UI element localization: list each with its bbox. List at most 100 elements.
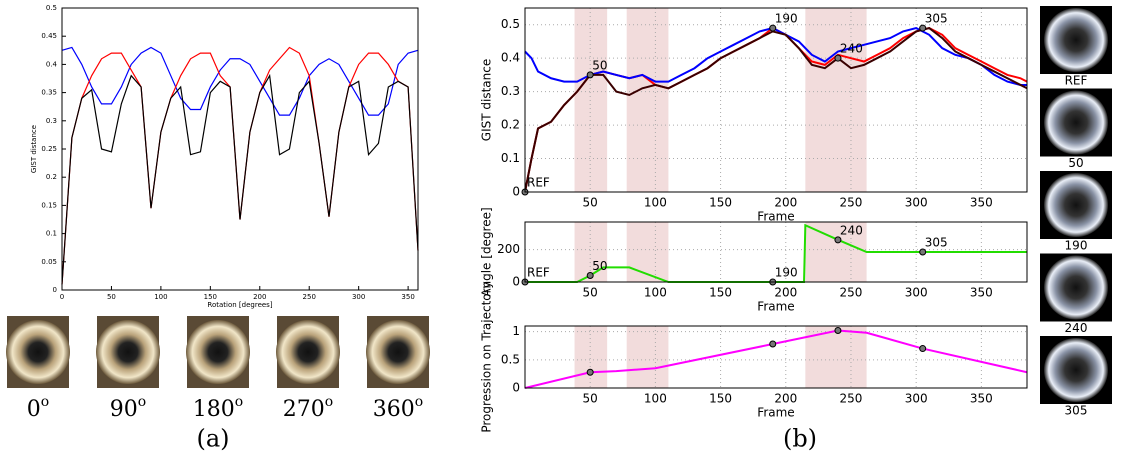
y-tick-label: 0 xyxy=(53,286,57,294)
annotation: 190 xyxy=(775,266,798,280)
x-tick-label: 250 xyxy=(840,196,863,210)
rotation-value: 0 xyxy=(27,397,41,422)
y-tick-label: 0.2 xyxy=(46,173,57,181)
y-tick-label: 0.35 xyxy=(41,89,57,97)
plot-frame xyxy=(61,7,419,291)
plot-area xyxy=(525,326,1027,388)
y-tick-label: 0.5 xyxy=(501,352,520,366)
x-tick-label: 200 xyxy=(774,392,797,406)
frame-label: 240 xyxy=(1065,321,1088,335)
annotation: 240 xyxy=(840,223,863,237)
marker xyxy=(769,340,777,348)
fisheye-image xyxy=(1044,90,1108,155)
x-tick-label: 50 xyxy=(107,293,116,301)
x-axis-label: Frame xyxy=(757,406,794,420)
marker xyxy=(586,368,594,376)
marker xyxy=(919,345,927,353)
plot-frame xyxy=(524,221,1028,283)
y-tick-label: 1 xyxy=(512,324,520,338)
x-tick-label: 150 xyxy=(709,196,732,210)
x-tick-label: 150 xyxy=(709,392,732,406)
y-tick-label: 0.1 xyxy=(501,151,520,165)
x-tick-label: 50 xyxy=(583,392,598,406)
y-tick-label: 0.5 xyxy=(46,4,57,12)
marker xyxy=(769,24,777,32)
x-axis-label: Frame xyxy=(757,210,794,224)
x-tick-label: 300 xyxy=(905,196,928,210)
x-axis-label: Frame xyxy=(757,300,794,314)
rotation-unit: o xyxy=(325,394,333,410)
x-tick-label: 100 xyxy=(644,392,667,406)
x-tick-label: 250 xyxy=(840,392,863,406)
x-axis-label: Rotation [degrees] xyxy=(207,301,272,309)
fisheye-image xyxy=(96,320,160,384)
rotation-unit: o xyxy=(41,394,49,410)
rotation-unit: o xyxy=(138,394,146,410)
y-tick-label: 0 xyxy=(512,185,520,199)
rotation-label: 180o xyxy=(193,394,243,422)
x-tick-label: 300 xyxy=(905,286,928,300)
y-tick-label: 0.1 xyxy=(46,230,57,238)
frame-label: 190 xyxy=(1065,239,1088,253)
plot-frame xyxy=(524,7,1028,193)
x-tick-label: 100 xyxy=(154,293,167,301)
x-tick-label: 350 xyxy=(970,196,993,210)
x-tick-label: 300 xyxy=(352,293,365,301)
y-tick-label: 0.15 xyxy=(41,201,57,209)
x-tick-label: 350 xyxy=(970,392,993,406)
rotation-value: 180 xyxy=(193,397,235,422)
rotation-unit: o xyxy=(235,394,243,410)
y-tick-label: 0.4 xyxy=(46,60,58,68)
marker xyxy=(586,71,594,79)
x-tick-label: 250 xyxy=(303,293,316,301)
rotation-label: 360o xyxy=(373,394,423,422)
series-line xyxy=(61,46,419,116)
x-tick-label: 250 xyxy=(840,286,863,300)
marker xyxy=(834,54,842,62)
marker xyxy=(834,236,842,244)
annotation: 305 xyxy=(925,236,948,250)
shaded-range xyxy=(805,222,867,282)
x-tick-label: 350 xyxy=(970,286,993,300)
y-tick-label: 0 xyxy=(512,381,520,395)
shaded-range xyxy=(626,222,669,282)
y-axis-label: Progression on Trajectory xyxy=(480,281,494,432)
shaded-range xyxy=(805,326,867,388)
frame-label: REF xyxy=(1065,74,1088,88)
fisheye-image xyxy=(276,320,340,384)
panel-label: (b) xyxy=(783,425,817,453)
x-tick-label: 200 xyxy=(774,286,797,300)
annotation: 50 xyxy=(592,259,607,273)
rotation-label: 0o xyxy=(27,394,49,422)
x-tick-label: 150 xyxy=(204,293,217,301)
fisheye-image xyxy=(1044,173,1108,237)
y-tick-label: 0.2 xyxy=(501,118,520,132)
fisheye-image xyxy=(1044,255,1108,320)
annotation: 240 xyxy=(840,42,863,56)
panel-label: (a) xyxy=(196,425,229,453)
y-tick-label: 0 xyxy=(512,275,520,289)
rotation-label: 90o xyxy=(110,394,146,422)
x-tick-label: 0 xyxy=(60,293,64,301)
plot-frame xyxy=(524,325,1028,389)
rotation-value: 270 xyxy=(283,397,325,422)
shaded-range xyxy=(574,326,608,388)
fisheye-image xyxy=(186,320,250,384)
shaded-range xyxy=(574,222,608,282)
y-tick-label: 0.3 xyxy=(501,84,520,98)
frame-label: 50 xyxy=(1068,156,1083,170)
shaded-range xyxy=(626,326,669,388)
marker xyxy=(586,272,594,280)
shaded-range xyxy=(574,8,608,192)
marker xyxy=(919,24,927,32)
annotation: 305 xyxy=(925,12,948,26)
annotation: REF xyxy=(527,266,550,280)
y-axis-label: GIST distance xyxy=(480,59,494,141)
fisheye-image xyxy=(366,320,430,384)
rotation-value: 360 xyxy=(373,397,415,422)
rotation-label: 270o xyxy=(283,394,333,422)
y-tick-label: 0.45 xyxy=(41,32,57,40)
shaded-range xyxy=(626,8,669,192)
rotation-value: 90 xyxy=(110,397,138,422)
